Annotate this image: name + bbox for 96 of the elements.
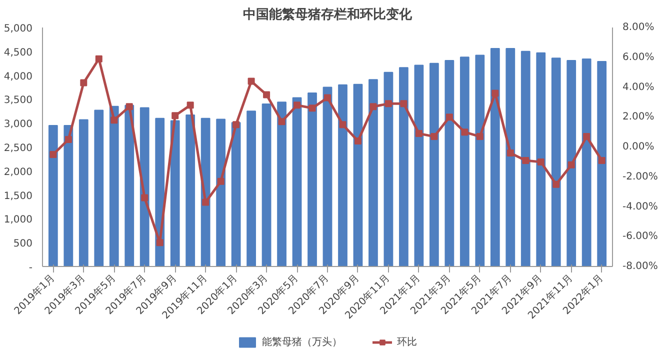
- bar: [582, 58, 592, 266]
- point: [248, 78, 255, 85]
- y-tick-label: 3,000: [4, 119, 33, 130]
- y-tick-label: 500: [13, 238, 33, 250]
- point: [506, 149, 514, 156]
- bar: [536, 52, 546, 266]
- point: [446, 114, 453, 121]
- bar: [460, 56, 470, 266]
- point: [232, 121, 240, 128]
- bar: [353, 84, 363, 266]
- point: [461, 128, 468, 136]
- point: [537, 158, 544, 166]
- bar: [124, 104, 134, 266]
- bar: [48, 124, 58, 266]
- bar: [429, 62, 439, 266]
- bar: [246, 110, 256, 266]
- point: [492, 90, 499, 97]
- point: [278, 118, 286, 126]
- point: [598, 156, 606, 164]
- bar: [186, 114, 196, 266]
- bar: [490, 48, 500, 266]
- y-tick-label: 1,000: [4, 214, 33, 226]
- bar: [520, 50, 530, 266]
- point: [354, 138, 362, 145]
- y2-tick-label: 4.00%: [622, 82, 654, 93]
- point: [568, 161, 575, 168]
- bar: [216, 118, 226, 266]
- legend-label: 环比: [397, 336, 417, 349]
- point: [339, 121, 346, 128]
- bar: [292, 97, 302, 266]
- bar: [399, 67, 408, 266]
- bar: [231, 122, 241, 266]
- y-tick-label: -: [28, 262, 33, 274]
- y2-tick-label: -6.00%: [622, 231, 658, 242]
- point: [384, 100, 392, 108]
- point: [583, 133, 590, 140]
- point: [95, 55, 102, 62]
- y-tick-label: 4,500: [4, 47, 33, 58]
- point: [126, 103, 133, 110]
- point: [172, 112, 179, 120]
- y2-tick-label: 0.00%: [622, 142, 654, 152]
- y2-tick-label: 8.00%: [622, 22, 654, 33]
- point: [324, 94, 331, 102]
- point: [202, 198, 210, 206]
- point: [415, 130, 422, 138]
- bar: [78, 119, 88, 266]
- bar: [94, 110, 104, 266]
- point: [217, 178, 224, 185]
- y-tick-label: 5,000: [4, 24, 33, 34]
- y-tick-label: 3,500: [4, 95, 33, 106]
- bar: [170, 120, 180, 266]
- bar: [262, 103, 272, 266]
- bar: [368, 79, 378, 266]
- bar: [384, 72, 394, 266]
- y-tick-label: 4,000: [4, 71, 33, 82]
- bar: [322, 86, 332, 266]
- bar: [475, 54, 485, 266]
- point: [430, 133, 438, 140]
- point: [263, 91, 270, 98]
- bar: [444, 60, 454, 266]
- point: [141, 194, 148, 202]
- y-tick-label: 2,500: [4, 143, 33, 154]
- bar: [506, 48, 516, 266]
- point: [80, 79, 88, 86]
- chart-title: 中国能繁母猪存栏和环比变化: [243, 6, 413, 22]
- point: [294, 102, 301, 109]
- y2-tick-label: -4.00%: [622, 201, 658, 212]
- point: [50, 150, 57, 158]
- bar: [140, 107, 150, 266]
- point: [476, 133, 484, 140]
- bar: [200, 118, 210, 266]
- bar: [338, 84, 348, 266]
- y2-tick-label: 2.00%: [622, 112, 654, 123]
- bar: [64, 124, 74, 266]
- point: [552, 180, 560, 188]
- point: [110, 116, 118, 124]
- point: [156, 239, 164, 246]
- y-tick-label: 2,000: [4, 166, 33, 178]
- point: [186, 102, 194, 109]
- point: [308, 104, 316, 112]
- y2-tick-label: -8.00%: [622, 261, 658, 272]
- bar: [414, 64, 424, 266]
- bar: [566, 60, 576, 266]
- point: [522, 156, 530, 164]
- y2-tick-label: 6.00%: [622, 52, 654, 63]
- point: [400, 100, 408, 108]
- bar: [109, 106, 119, 266]
- y-tick-label: 1,500: [4, 190, 33, 202]
- bar: [597, 60, 607, 266]
- bar: [551, 58, 561, 266]
- bar: [308, 92, 317, 266]
- bar: [277, 102, 286, 266]
- y2-tick-label: -2.00%: [622, 171, 658, 182]
- point: [370, 103, 377, 110]
- point: [64, 136, 72, 144]
- legend-label: 能繁母猪（万头）: [262, 336, 342, 349]
